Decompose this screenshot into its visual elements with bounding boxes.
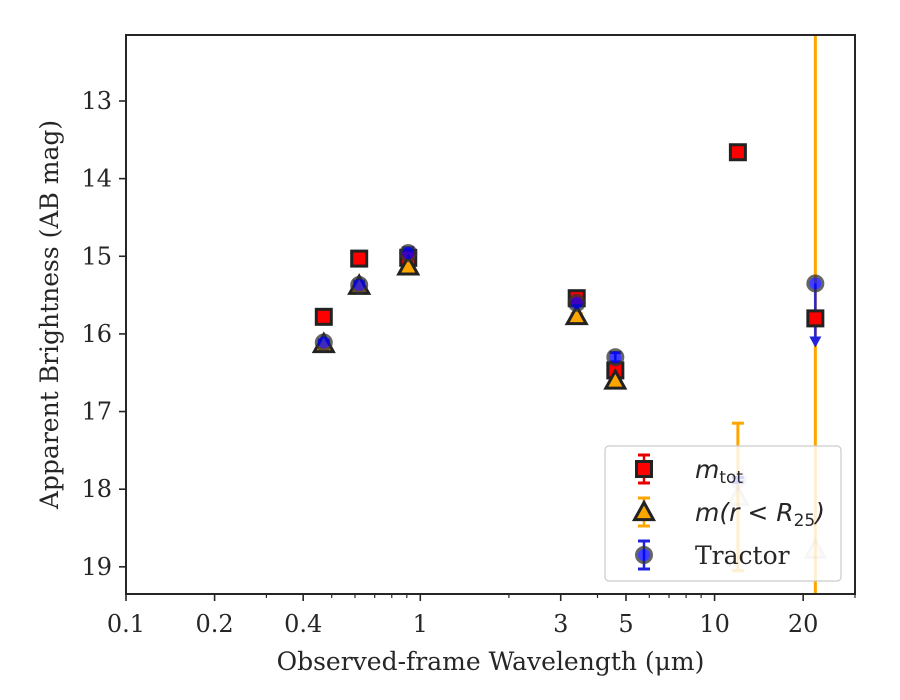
circle-marker [399, 244, 418, 263]
legend-label: mtot [695, 455, 743, 488]
y-tick-label: 19 [81, 553, 112, 581]
legend-box [604, 445, 842, 582]
triangle-marker [564, 303, 589, 326]
y-tick-label: 16 [81, 320, 112, 348]
x-tick-label: 3 [553, 610, 568, 638]
legend-circle-marker [635, 546, 653, 564]
legend-triangle-marker [631, 499, 657, 522]
x-tick-label: 0.2 [196, 610, 234, 638]
triangle-marker [396, 253, 421, 276]
triangle-marker [603, 367, 628, 390]
x-axis-label: Observed-frame Wavelength (μm) [277, 647, 705, 676]
circle-marker [606, 348, 625, 367]
legend-square-marker [635, 460, 653, 478]
x-tick-label: 20 [788, 610, 819, 638]
square-marker [806, 309, 825, 328]
legend-label: m(r < R25) [695, 498, 825, 531]
legend-label: Tractor [695, 541, 790, 570]
x-tick-label: 10 [699, 610, 730, 638]
x-tick-label: 1 [413, 610, 428, 638]
y-axis-ticks: 13 14 15 16 17 18 19 [81, 87, 126, 581]
x-tick-label: 0.1 [107, 610, 145, 638]
square-marker [728, 143, 747, 162]
y-axis-label: Apparent Brightness (AB mag) [35, 120, 64, 510]
plot-frame [125, 34, 856, 595]
x-tick-label: 5 [618, 610, 633, 638]
circle-marker [350, 275, 369, 294]
circle-marker [314, 333, 333, 352]
x-axis-ticks: 0.1 0.2 0.4 1 3 5 10 20 [107, 594, 856, 638]
square-marker [350, 249, 369, 268]
circle-upper-limit-arrow [809, 336, 822, 348]
y-tick-label: 14 [81, 165, 112, 193]
legend: mtot m(r < R25) Tractor [604, 445, 842, 582]
circle-marker [806, 274, 825, 293]
y-tick-label: 15 [81, 242, 112, 270]
y-tick-label: 17 [81, 398, 112, 426]
x-tick-label: 0.4 [284, 610, 322, 638]
circle-marker [567, 293, 586, 312]
y-tick-label: 18 [81, 475, 112, 503]
square-marker [314, 307, 333, 326]
y-tick-label: 13 [81, 87, 112, 115]
